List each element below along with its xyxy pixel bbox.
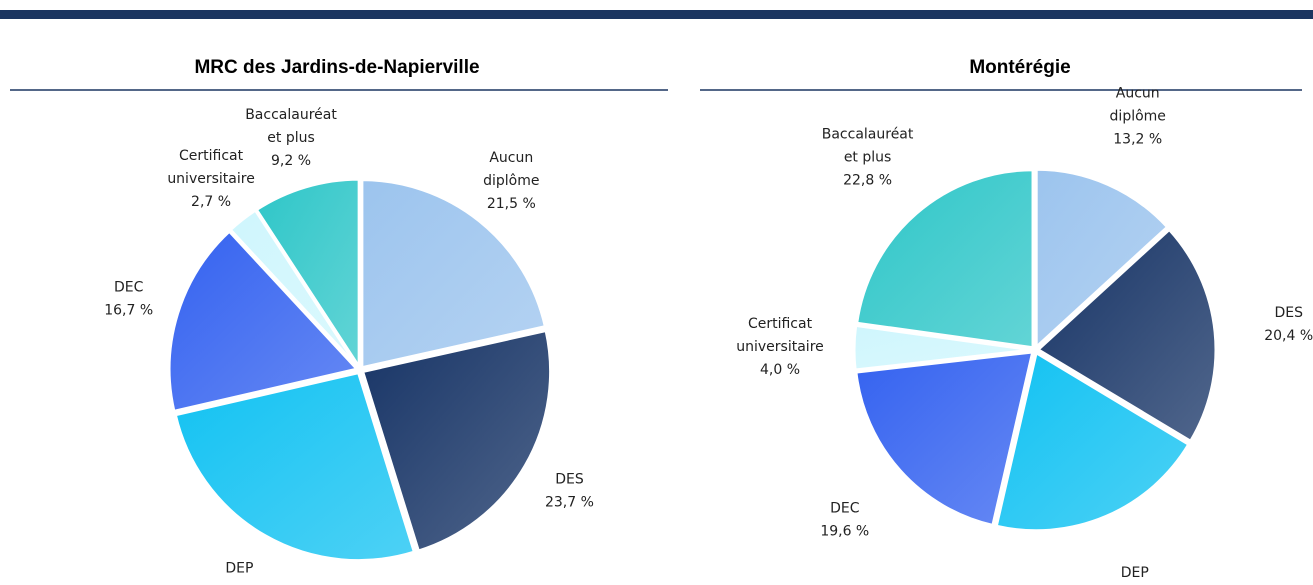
slice-label: Aucun diplôme	[483, 150, 539, 189]
value-label: 21,5 %	[487, 196, 536, 212]
slice-label: DES	[555, 472, 584, 488]
value-label: 4,0 %	[760, 362, 800, 378]
slice-label: DEC	[830, 500, 860, 516]
value-label: 20,4 %	[1264, 328, 1313, 344]
value-label: 22,8 %	[843, 173, 892, 189]
top-bar	[0, 10, 1313, 19]
value-label: 26,2 %	[215, 583, 264, 585]
value-label: 19,6 %	[820, 523, 869, 539]
pie-slice	[254, 177, 361, 373]
pie-slice	[994, 350, 1191, 533]
slice-label: Baccalauréat et plus	[245, 107, 337, 146]
pie-slice	[360, 178, 548, 370]
slice-label: Certificat universitaire	[736, 316, 824, 355]
slice-label: Aucun diplôme	[1110, 86, 1166, 125]
value-label: 23,7 %	[545, 495, 594, 511]
pie-slice	[854, 350, 1035, 528]
pie-slice	[360, 328, 553, 553]
slice-label: Certificat universitaire	[167, 148, 255, 187]
slice-label: DES	[1274, 305, 1303, 321]
slice-label: DEP	[225, 560, 253, 576]
slice-label: DEC	[114, 279, 144, 295]
pie-slice	[855, 168, 1035, 350]
value-label: 16,7 %	[104, 302, 153, 318]
pie-slice	[1035, 227, 1218, 444]
chart-title: Montérégie	[969, 57, 1070, 78]
value-label: 9,2 %	[271, 153, 311, 169]
pie-slice	[1034, 167, 1170, 351]
chart-title: MRC des Jardins-de-Napierville	[194, 57, 479, 78]
value-label: 2,7 %	[191, 194, 231, 210]
pie-slice	[852, 323, 1033, 372]
pie-slice	[167, 229, 360, 414]
slice-label: Baccalauréat et plus	[822, 127, 914, 166]
value-label: 13,2 %	[1113, 132, 1162, 148]
pie-slice	[173, 370, 417, 563]
slice-label: DEP	[1121, 565, 1149, 581]
